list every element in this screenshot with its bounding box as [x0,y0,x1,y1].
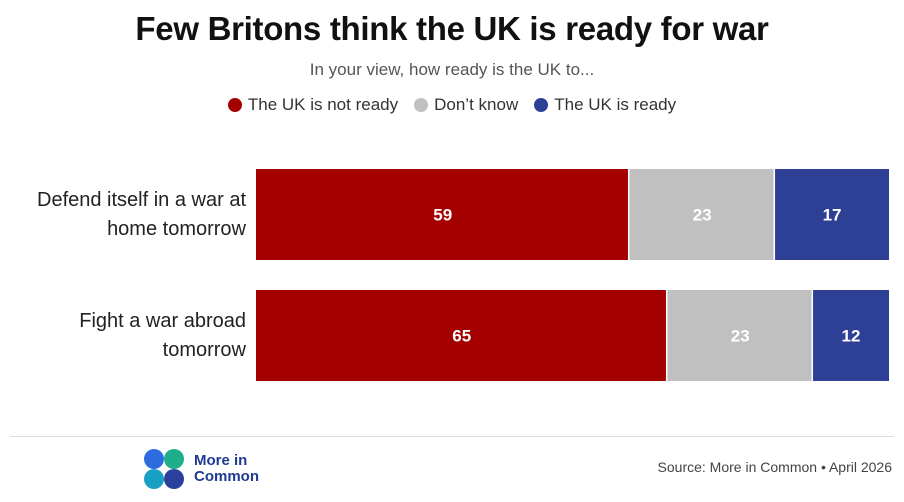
logo-text: More in Common [194,452,259,485]
data-label: 17 [823,206,842,225]
data-label: 23 [693,206,712,225]
legend-item: Don’t know [414,95,518,115]
bar-segment [629,169,774,260]
legend-label: Don’t know [434,95,519,114]
category-label: Fight a war abroad tomorrow [79,309,246,361]
bar-segment [256,169,628,260]
data-label: 12 [842,327,861,346]
data-label: 23 [731,327,750,346]
legend-label: The UK is not ready [247,95,399,114]
legend-item: The UK is ready [534,95,676,115]
bar-segment [775,169,889,260]
chart-subtitle: In your view, how ready is the UK to... [309,60,595,79]
bar-segment [813,290,889,381]
data-label: 65 [452,327,471,346]
category-label: Defend itself in a war at home tomorrow [37,188,246,240]
legend: The UK is not ready Don’t know The UK is r… [0,95,904,115]
legend-label: The UK is ready [554,95,677,114]
legend-swatch-icon [227,98,242,112]
footer-divider [10,436,894,437]
bar-segment [667,290,812,381]
chart-title: Few Britons think the UK is ready for wa… [135,10,769,47]
source-note: Source: More in Common • April 2026 [657,459,892,475]
data-label: 59 [433,206,452,225]
bar-segment [256,290,666,381]
stacked-bar-chart: 59 23 17 65 23 12 [256,169,889,381]
logo-mark-icon [144,449,184,489]
more-in-common-logo: More in Common [142,447,274,491]
legend-swatch-icon [534,98,549,112]
legend-swatch-icon [414,98,429,112]
legend-item: The UK is not ready [227,95,399,115]
